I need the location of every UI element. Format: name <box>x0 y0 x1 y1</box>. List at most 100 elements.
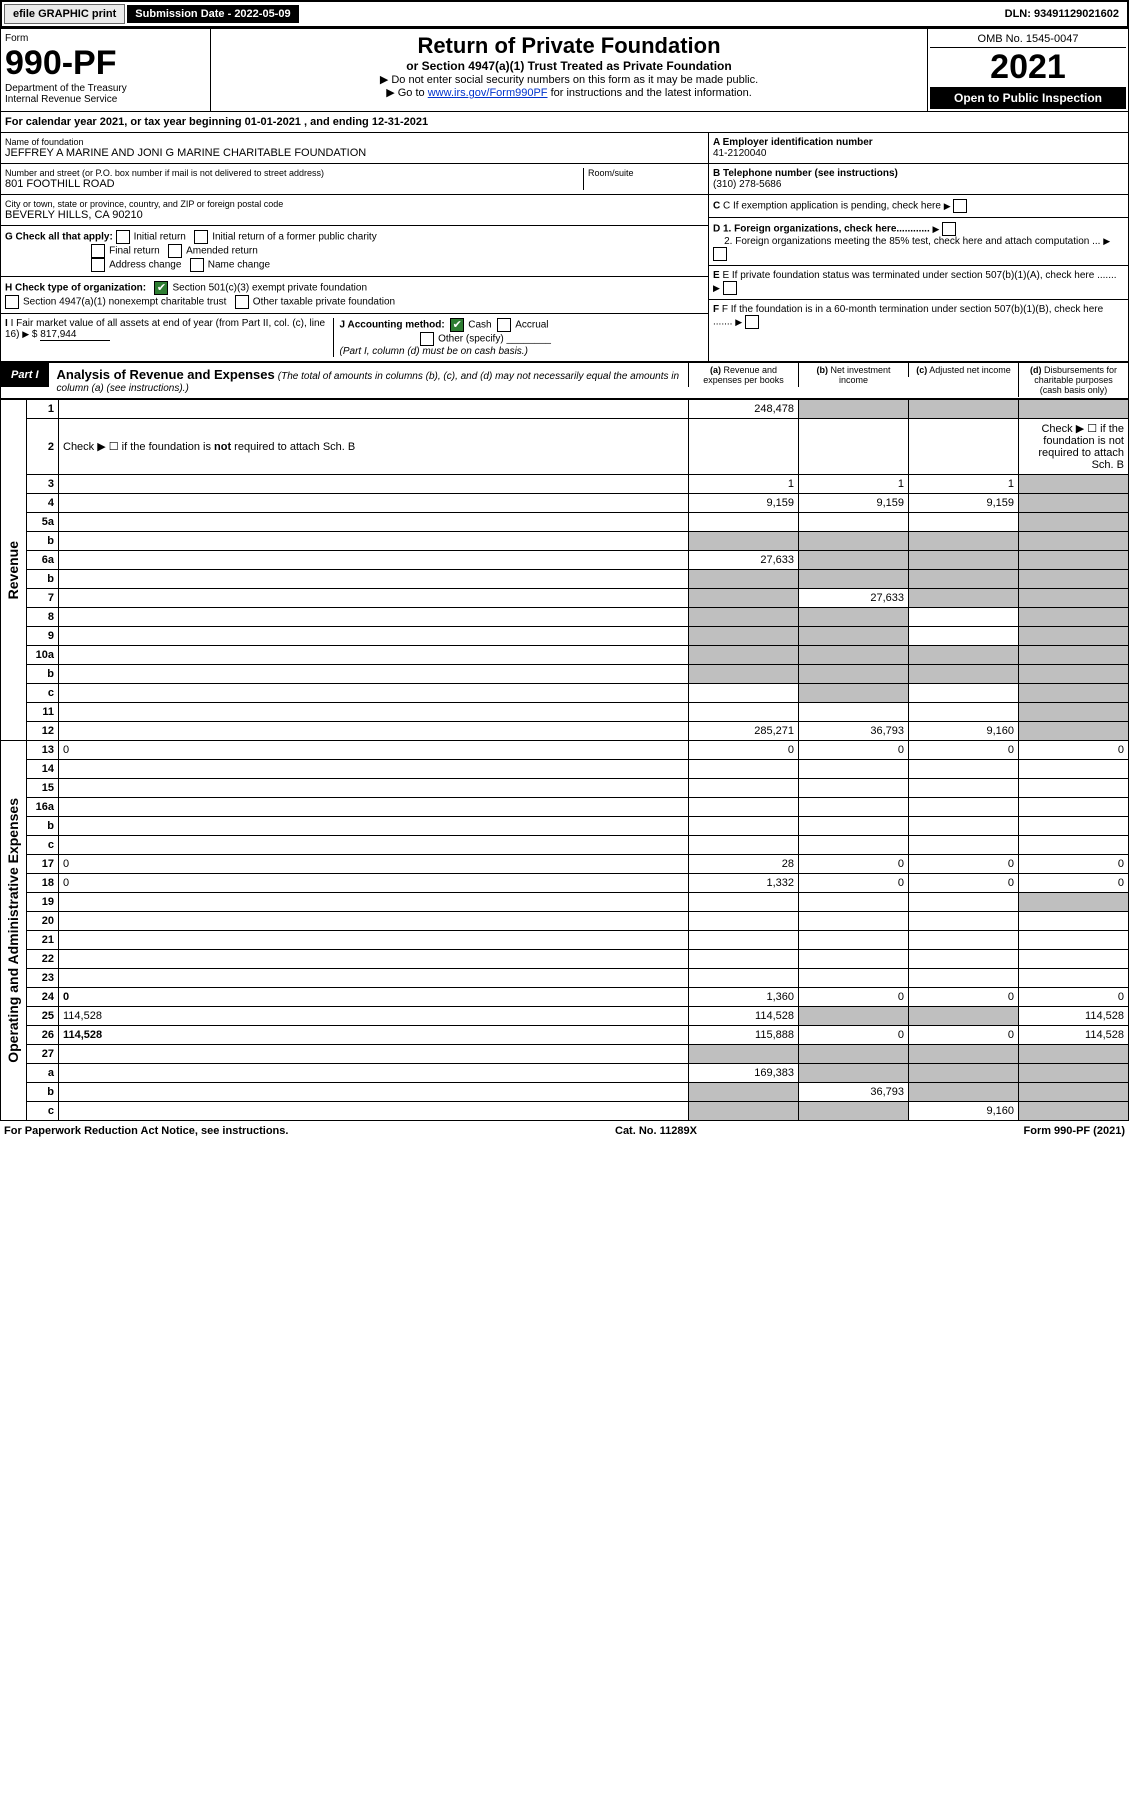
line-number: 13 <box>27 741 59 760</box>
cell-c <box>909 1007 1019 1026</box>
d-cell: D 1. Foreign organizations, check here..… <box>709 218 1128 266</box>
side-label: Operating and Administrative Expenses <box>1 741 27 1121</box>
side-label: Revenue <box>1 400 27 741</box>
cell-b <box>799 779 909 798</box>
line-description: Check ▶ ☐ if the foundation is not requi… <box>59 419 689 475</box>
cell-a <box>689 419 799 475</box>
g-opt-3: Amended return <box>186 246 258 257</box>
cell-b: 0 <box>799 741 909 760</box>
line-number: 15 <box>27 779 59 798</box>
checkbox-d1[interactable] <box>942 222 956 236</box>
table-row: 26114,528115,88800114,528 <box>1 1026 1129 1045</box>
cell-b <box>799 570 909 589</box>
checkbox-4947[interactable] <box>5 295 19 309</box>
line-number: 16a <box>27 798 59 817</box>
checkbox-initial-return[interactable] <box>116 230 130 244</box>
arrow-icon <box>22 329 29 340</box>
calendar-year-row: For calendar year 2021, or tax year begi… <box>0 112 1129 133</box>
cell-a <box>689 760 799 779</box>
city-cell: City or town, state or province, country… <box>1 195 708 226</box>
b-label: B Telephone number (see instructions) <box>713 168 898 179</box>
checkbox-f[interactable] <box>745 315 759 329</box>
cell-b <box>799 760 909 779</box>
table-row: 2Check ▶ ☐ if the foundation is not requ… <box>1 419 1129 475</box>
checkbox-other-method[interactable] <box>420 332 434 346</box>
table-row: 21 <box>1 931 1129 950</box>
checkbox-amended[interactable] <box>168 244 182 258</box>
checkbox-c[interactable] <box>953 199 967 213</box>
e-label: E If private foundation status was termi… <box>722 270 1116 281</box>
checkbox-e[interactable] <box>723 281 737 295</box>
line-description <box>59 779 689 798</box>
ein-value: 41-2120040 <box>713 148 766 159</box>
city-state-zip: BEVERLY HILLS, CA 90210 <box>5 209 704 221</box>
table-row: b <box>1 570 1129 589</box>
checkbox-501c3[interactable] <box>154 281 168 295</box>
cell-b <box>799 912 909 931</box>
cell-a <box>689 969 799 988</box>
cell-c <box>909 703 1019 722</box>
c-cell: C C If exemption application is pending,… <box>709 195 1128 218</box>
d1-label: D 1. Foreign organizations, check here..… <box>713 224 930 235</box>
cal-end: 12-31-2021 <box>372 116 428 128</box>
cell-a <box>689 950 799 969</box>
cell-c <box>909 798 1019 817</box>
table-row: 5a <box>1 513 1129 532</box>
cell-a: 115,888 <box>689 1026 799 1045</box>
h-opt-3: Other taxable private foundation <box>253 297 395 308</box>
cell-a: 1 <box>689 475 799 494</box>
h-opt-2: Section 4947(a)(1) nonexempt charitable … <box>23 297 226 308</box>
cell-d: 0 <box>1019 741 1129 760</box>
cell-d <box>1019 1083 1129 1102</box>
checkbox-address-change[interactable] <box>91 258 105 272</box>
cell-b: 0 <box>799 988 909 1007</box>
line-description <box>59 836 689 855</box>
col-a-header: (a) Revenue and expenses per books <box>688 363 798 387</box>
ein-cell: A Employer identification number 41-2120… <box>709 133 1128 164</box>
line-number: c <box>27 836 59 855</box>
footer-left: For Paperwork Reduction Act Notice, see … <box>4 1125 288 1137</box>
cell-a: 169,383 <box>689 1064 799 1083</box>
cell-d <box>1019 969 1129 988</box>
cell-b <box>799 817 909 836</box>
table-row: 727,633 <box>1 589 1129 608</box>
checkbox-cash[interactable] <box>450 318 464 332</box>
line-number: 20 <box>27 912 59 931</box>
line-number: 17 <box>27 855 59 874</box>
col-c-header: (c) Adjusted net income <box>908 363 1018 377</box>
checkbox-d2[interactable] <box>713 247 727 261</box>
col-b-header: (b) Net investment income <box>798 363 908 387</box>
checkbox-name-change[interactable] <box>190 258 204 272</box>
j-other: Other (specify) <box>438 334 504 345</box>
cell-c <box>909 779 1019 798</box>
cell-c <box>909 646 1019 665</box>
arrow-icon <box>944 201 951 212</box>
line-description <box>59 760 689 779</box>
checkbox-other-taxable[interactable] <box>235 295 249 309</box>
cell-d <box>1019 817 1129 836</box>
efile-button[interactable]: efile GRAPHIC print <box>4 4 125 24</box>
cell-a <box>689 1102 799 1121</box>
cell-d <box>1019 589 1129 608</box>
instr-link[interactable]: www.irs.gov/Form990PF <box>428 87 548 99</box>
table-row: 3111 <box>1 475 1129 494</box>
foundation-name: JEFFREY A MARINE AND JONI G MARINE CHARI… <box>5 147 704 159</box>
table-row: 23 <box>1 969 1129 988</box>
cell-a <box>689 665 799 684</box>
cell-c: 0 <box>909 855 1019 874</box>
table-row: b <box>1 665 1129 684</box>
cell-a <box>689 589 799 608</box>
checkbox-accrual[interactable] <box>497 318 511 332</box>
line-description <box>59 513 689 532</box>
cell-d <box>1019 608 1129 627</box>
cell-c: 9,159 <box>909 494 1019 513</box>
checkbox-initial-former[interactable] <box>194 230 208 244</box>
checkbox-final-return[interactable] <box>91 244 105 258</box>
line-number: c <box>27 684 59 703</box>
cell-d: 0 <box>1019 988 1129 1007</box>
cell-b: 1 <box>799 475 909 494</box>
line-description <box>59 589 689 608</box>
line-description <box>59 912 689 931</box>
f-label: F If the foundation is in a 60-month ter… <box>713 304 1103 328</box>
cell-c <box>909 627 1019 646</box>
